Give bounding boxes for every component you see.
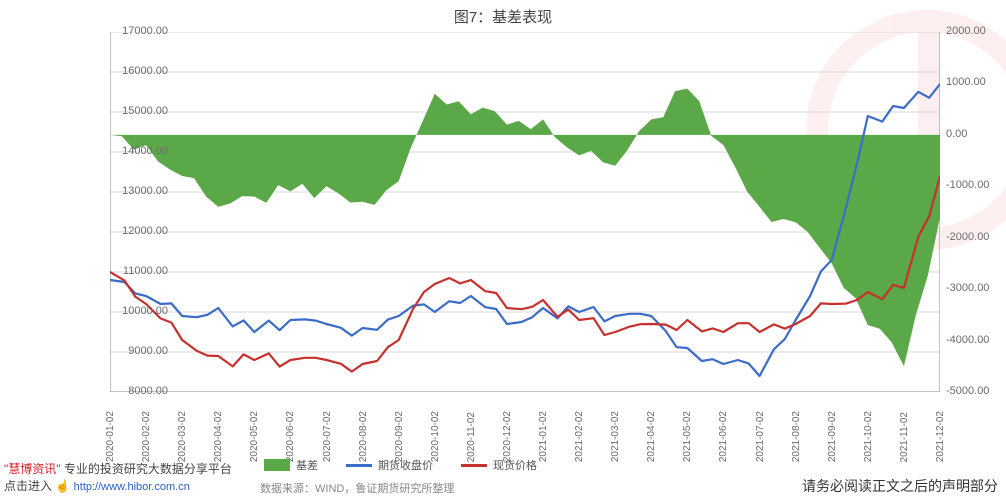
pointer-icon: ☝ <box>55 479 70 493</box>
y-right-tick: -5000.00 <box>946 385 1006 397</box>
footer-brand-block: "慧博资讯" 专业的投资研究大数据分享平台 点击进入 ☝ http://www.… <box>4 461 232 496</box>
x-tick: 2021-04-02 <box>646 411 657 462</box>
chart-title: 图7：基差表现 <box>0 0 1006 27</box>
brand-name: "慧博资讯" <box>4 462 61 476</box>
x-tick: 2020-06-02 <box>285 411 296 462</box>
x-tick: 2020-04-02 <box>213 411 224 462</box>
legend-label: 现货价格 <box>493 457 537 473</box>
x-tick: 2020-01-02 <box>105 411 116 462</box>
y-left-tick: 8000.00 <box>108 385 168 397</box>
x-tick: 2021-07-02 <box>755 411 766 462</box>
y-right-tick: -1000.00 <box>946 179 1006 191</box>
x-tick: 2020-08-02 <box>358 411 369 462</box>
enter-text: 点击进入 <box>4 479 52 493</box>
legend-swatch-area <box>264 459 290 471</box>
legend-item-futures: 期货收盘价 <box>346 457 433 473</box>
y-left-tick: 13000.00 <box>108 185 168 197</box>
chart-legend: 基差 期货收盘价 现货价格 <box>264 457 537 473</box>
disclaimer-text: 请务必阅读正文之后的声明部分 <box>802 476 998 496</box>
x-axis-labels: 2020-01-022020-02-022020-03-022020-04-02… <box>110 396 940 462</box>
x-tick: 2021-11-02 <box>899 412 910 462</box>
y-left-tick: 10000.00 <box>108 305 168 317</box>
legend-item-basis: 基差 <box>264 457 318 473</box>
y-left-tick: 9000.00 <box>108 345 168 357</box>
y-right-tick: -2000.00 <box>946 231 1006 243</box>
y-right-tick: 1000.00 <box>946 76 1006 88</box>
y-left-tick: 12000.00 <box>108 225 168 237</box>
x-tick: 2021-06-02 <box>718 411 729 462</box>
x-tick: 2021-08-02 <box>791 411 802 462</box>
data-source: 数据来源：WIND，鲁证期货研究所整理 <box>260 480 454 496</box>
legend-label: 基差 <box>296 457 318 473</box>
x-tick: 2021-10-02 <box>863 411 874 462</box>
x-tick: 2020-12-02 <box>502 411 513 462</box>
y-right-tick: 0.00 <box>946 128 1006 140</box>
x-tick: 2021-01-02 <box>538 411 549 462</box>
y-left-tick: 11000.00 <box>108 265 168 277</box>
brand-tagline: 专业的投资研究大数据分享平台 <box>64 462 232 476</box>
x-tick: 2020-02-02 <box>141 411 152 462</box>
x-tick: 2021-03-02 <box>610 411 621 462</box>
y-left-tick: 15000.00 <box>108 105 168 117</box>
x-tick: 2020-11-02 <box>466 412 477 462</box>
x-tick: 2020-09-02 <box>394 411 405 462</box>
brand-url[interactable]: http://www.hibor.com.cn <box>74 481 190 493</box>
x-tick: 2020-10-02 <box>430 411 441 462</box>
y-left-tick: 16000.00 <box>108 65 168 77</box>
basis-combo-chart <box>110 32 940 392</box>
x-tick: 2021-09-02 <box>827 411 838 462</box>
x-tick: 2021-02-02 <box>574 411 585 462</box>
x-tick: 2020-05-02 <box>249 411 260 462</box>
x-tick: 2021-12-02 <box>935 411 946 462</box>
y-left-tick: 14000.00 <box>108 145 168 157</box>
legend-swatch-line <box>346 464 372 467</box>
x-tick: 2021-05-02 <box>682 411 693 462</box>
legend-item-spot: 现货价格 <box>461 457 537 473</box>
legend-swatch-line <box>461 464 487 467</box>
x-tick: 2020-07-02 <box>322 411 333 462</box>
legend-label: 期货收盘价 <box>378 457 433 473</box>
y-right-tick: -3000.00 <box>946 282 1006 294</box>
y-right-tick: -4000.00 <box>946 334 1006 346</box>
x-tick: 2020-03-02 <box>177 411 188 462</box>
